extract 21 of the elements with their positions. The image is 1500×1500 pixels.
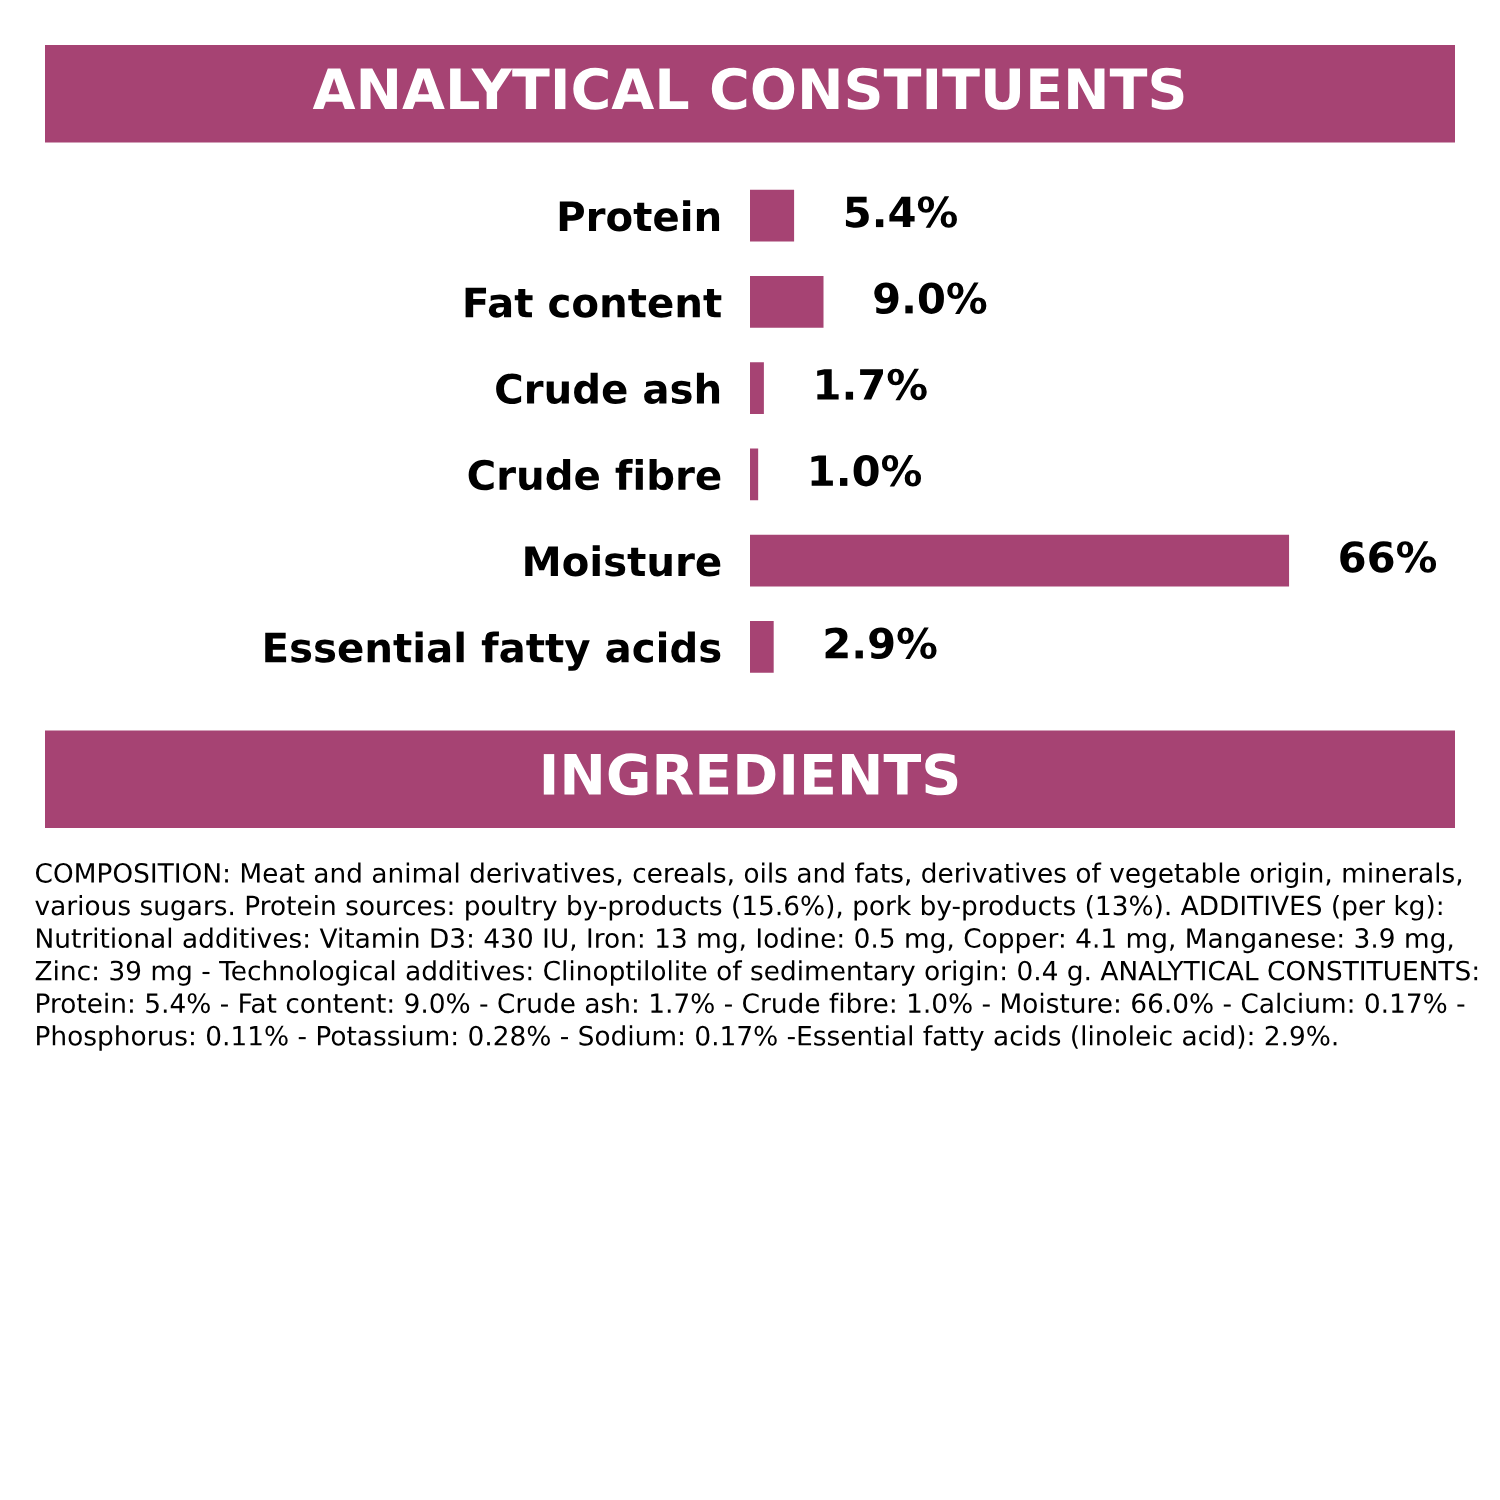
text: INGREDIENTS	[543, 753, 958, 796]
data-label: 1.7%	[817, 368, 927, 401]
bar	[750, 189, 795, 242]
data-label: 2.9%	[825, 627, 937, 659]
data-label: 5.4%	[845, 196, 957, 228]
bar	[750, 621, 774, 673]
y-tick-label: Crude ash	[496, 372, 720, 404]
y-tick-label: Fat content	[465, 287, 722, 318]
data-label: 9.0%	[874, 282, 987, 314]
bar	[750, 276, 824, 328]
y-tick-label: Essential fatty acids	[265, 631, 721, 671]
bar	[750, 448, 759, 501]
data-label: 66%	[1340, 541, 1437, 573]
bar	[750, 362, 764, 414]
text: COMPOSITION: Meat and animal derivatives, cereals, oils and fats, derivatives of vegetable origin, minerals, various sugars. Protein sources: poultry by-products (15.6%), pork by-products (13%). ADDITIVES (per kg): Nutritional additives: Vitamin D3: 430 IU, Iron: 13 mg, Iodine: 0.5 mg, Copper: 4.1 mg, Manganese: 3.9 mg, Zinc: 39 mg - Technological additives: Clinoptilolite of sedimentary origin: 0.4 g. ANALYTICAL CONSTITUENTS: Protein: 5.4% - Fat content: 9.0% - Crude ash: 1.7% - Crude fibre: 1.0% - Moisture: 66.0% - Calcium: 0.17% - Phosphorus: 0.11% - Potassium: 0.28% - Sodium: 0.17% -Essential fatty acids (linoleic acid): 2.9%.	[35, 862, 1478, 1051]
chart-title: ANALYTICAL CONSTITUENTS	[312, 67, 1184, 110]
data-label: 1.0%	[811, 454, 922, 487]
bar	[750, 534, 1290, 587]
y-tick-label: Moisture	[525, 545, 721, 577]
y-tick-label: Protein	[559, 200, 720, 232]
y-tick-label: Crude fibre	[468, 459, 721, 491]
